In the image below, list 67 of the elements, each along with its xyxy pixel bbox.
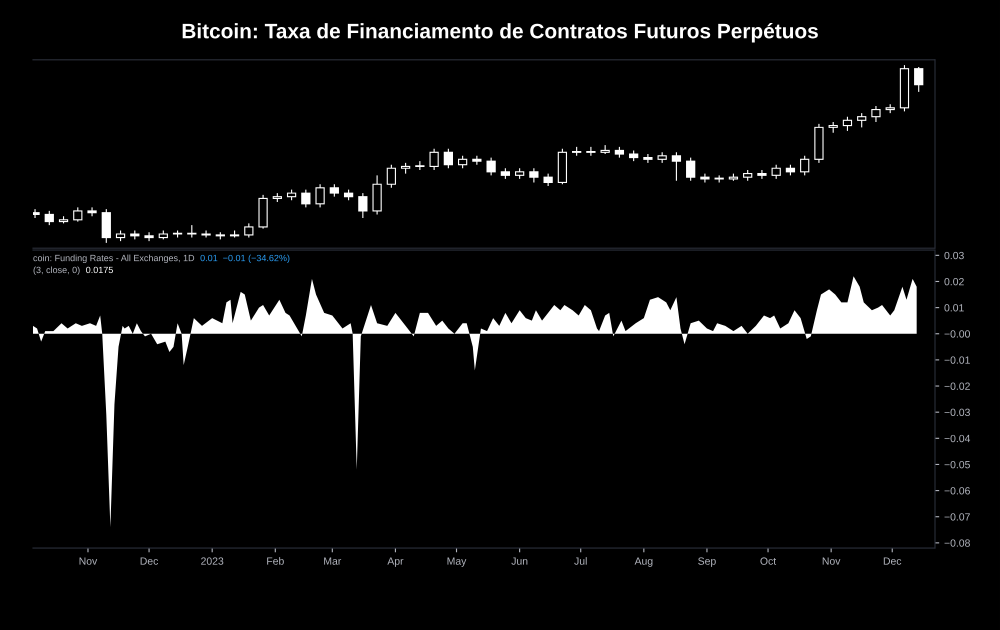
candlestick bbox=[301, 189, 310, 208]
candlestick bbox=[400, 162, 410, 174]
y-tick-label: 0.01 bbox=[944, 304, 964, 312]
y-tick-label: −0.06 bbox=[944, 487, 970, 494]
candlestick bbox=[544, 173, 553, 187]
x-tick-label: 2023 bbox=[201, 557, 224, 565]
candlestick bbox=[386, 164, 396, 188]
x-tick-label: Feb bbox=[267, 557, 284, 565]
candlestick bbox=[458, 155, 468, 169]
x-tick-label: Mar bbox=[324, 558, 342, 565]
y-tick-label: 0.03 bbox=[944, 252, 964, 260]
y-tick-label: −0.03 bbox=[944, 408, 970, 416]
candlestick bbox=[44, 210, 54, 226]
candlestick bbox=[800, 155, 810, 176]
x-tick-label: Dec bbox=[140, 558, 158, 565]
candlestick bbox=[686, 157, 696, 182]
candlestick bbox=[358, 192, 368, 219]
candlestick bbox=[842, 116, 852, 132]
candlestick bbox=[857, 112, 866, 128]
y-tick-label: −0.05 bbox=[944, 460, 970, 468]
annotation: 0.0175 bbox=[86, 266, 113, 274]
x-tick-label: Aug bbox=[634, 558, 652, 567]
candlestick bbox=[786, 164, 796, 176]
x-tick-label: Jun bbox=[511, 558, 528, 565]
x-tick-label: May bbox=[448, 558, 466, 567]
candlestick bbox=[73, 206, 82, 222]
y-tick-label: −0.07 bbox=[944, 513, 970, 521]
candlestick bbox=[871, 106, 881, 123]
y-tick-label: −0.04 bbox=[944, 434, 970, 442]
annotation: coin: Funding Rates - All Exchanges, 1D bbox=[33, 254, 194, 263]
annotation: (3, close, 0) bbox=[34, 266, 80, 275]
x-tick-label: Oct bbox=[760, 557, 776, 565]
candlestick bbox=[672, 152, 682, 182]
candlestick bbox=[828, 121, 838, 134]
x-tick-label: Nov bbox=[822, 558, 840, 565]
x-tick-label: Apr bbox=[387, 558, 404, 567]
candlestick bbox=[743, 169, 752, 182]
candlestick bbox=[529, 168, 539, 184]
candlestick bbox=[658, 152, 667, 164]
candlestick bbox=[444, 148, 453, 169]
x-tick-label: Sep bbox=[698, 557, 716, 567]
candlestick bbox=[772, 164, 781, 180]
candlestick bbox=[629, 150, 638, 162]
candlestick bbox=[330, 184, 339, 198]
y-tick-label: −0.08 bbox=[944, 539, 970, 547]
candlestick bbox=[500, 168, 510, 180]
candlestick bbox=[486, 157, 496, 176]
x-tick-label: Dec bbox=[884, 558, 902, 565]
candlestick bbox=[614, 146, 624, 158]
candlestick bbox=[244, 222, 254, 238]
candlestick bbox=[886, 104, 895, 114]
y-tick-label: −0.00 bbox=[944, 330, 970, 338]
annotation: 0.01 −0.01 (−34.62%) bbox=[200, 254, 290, 263]
candlestick bbox=[429, 148, 439, 171]
candlestick bbox=[116, 230, 126, 242]
x-tick-label: Jul bbox=[574, 557, 587, 565]
candlestick bbox=[914, 66, 924, 92]
chart-title: Bitcoin: Taxa de Financiamento de Contratos Futuros Perpétuos bbox=[182, 22, 818, 43]
x-tick-label: Nov bbox=[80, 558, 98, 565]
y-tick-label: −0.01 bbox=[944, 356, 970, 364]
candlestick bbox=[344, 189, 354, 201]
candlestick bbox=[286, 189, 296, 201]
y-tick-label: −0.02 bbox=[944, 382, 970, 390]
y-tick-label: 0.02 bbox=[944, 278, 964, 286]
candlestick bbox=[315, 184, 325, 208]
candlestick bbox=[187, 224, 196, 238]
candlestick bbox=[515, 168, 524, 180]
